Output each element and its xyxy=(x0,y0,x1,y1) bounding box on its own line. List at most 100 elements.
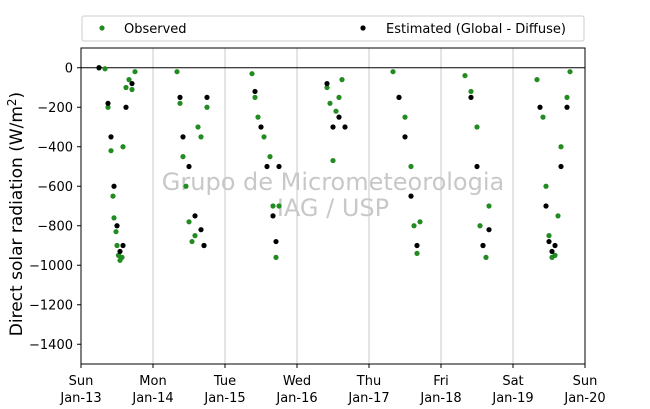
estimated-point xyxy=(177,94,183,100)
estimated-point xyxy=(342,124,348,130)
estimated-point xyxy=(552,242,558,249)
observed-point xyxy=(552,252,558,258)
observed-point xyxy=(252,94,258,100)
y-tick-label: −1000 xyxy=(29,259,73,274)
estimated-point xyxy=(120,242,126,249)
observed-point xyxy=(555,213,561,219)
observed-point xyxy=(483,254,489,260)
x-tick-date-label: Jan-14 xyxy=(131,391,173,406)
observed-point xyxy=(270,203,276,209)
estimated-point xyxy=(192,213,198,219)
y-axis-label-close: ) xyxy=(7,92,27,99)
observed-point xyxy=(486,203,492,209)
observed-point xyxy=(468,88,474,95)
estimated-point xyxy=(270,213,276,219)
legend-label-observed: Observed xyxy=(124,22,187,37)
observed-point xyxy=(192,233,198,239)
x-tick-day-label: Fri xyxy=(433,374,449,389)
estimated-point xyxy=(324,80,330,87)
observed-point xyxy=(333,108,339,114)
x-tick-day-label: Thu xyxy=(356,374,381,389)
observed-point xyxy=(102,66,108,72)
observed-point xyxy=(324,84,330,91)
x-tick-date-label: Jan-20 xyxy=(563,391,605,406)
x-tick-day-label: Sun xyxy=(69,374,94,389)
watermark-line-2: IAG / USP xyxy=(277,194,389,222)
observed-point xyxy=(186,219,192,225)
observed-point xyxy=(546,233,552,239)
estimated-point xyxy=(558,163,564,170)
estimated-point xyxy=(123,104,129,110)
observed-point xyxy=(119,254,125,260)
x-tick-date-label: Jan-16 xyxy=(275,391,317,406)
observed-point xyxy=(126,77,132,83)
legend-marker-observed xyxy=(99,25,105,31)
observed-point xyxy=(108,148,114,154)
observed-point xyxy=(558,144,564,150)
x-tick-day-label: Sat xyxy=(502,374,523,389)
y-tick-label: −1400 xyxy=(29,338,73,353)
estimated-point xyxy=(549,248,555,255)
legend-label-estimated: Estimated (Global - Diffuse) xyxy=(386,22,566,37)
estimated-point xyxy=(114,223,120,229)
y-tick-label: −1200 xyxy=(29,298,73,313)
observed-point xyxy=(564,94,570,100)
y-tick-label: −400 xyxy=(37,140,73,155)
observed-point xyxy=(408,163,414,170)
x-tick-day-label: Tue xyxy=(213,374,236,389)
y-axis-label-main: Direct solar radiation (W/m xyxy=(7,106,27,336)
estimated-point xyxy=(546,238,552,245)
estimated-point xyxy=(204,94,210,100)
x-axis-ticks: Sun Jan-13 Mon Jan-14 Tue Jan-15 Wed Jan-16 Thu J… xyxy=(59,364,606,406)
estimated-point xyxy=(543,203,549,209)
estimated-point xyxy=(336,114,342,120)
y-axis-ticks: 0 −200 −400 −600 −800 −1000 −1200 −1400 xyxy=(29,61,81,353)
estimated-point xyxy=(201,242,207,249)
observed-point xyxy=(336,94,342,100)
estimated-point xyxy=(402,134,408,140)
x-tick-date-label: Jan-17 xyxy=(347,391,389,406)
estimated-point xyxy=(330,124,336,130)
estimated-point xyxy=(474,163,480,170)
observed-point xyxy=(105,104,111,110)
observed-point xyxy=(198,134,204,140)
observed-point xyxy=(417,219,423,225)
observed-point xyxy=(330,157,336,164)
legend-marker-estimated xyxy=(360,25,366,31)
y-axis-label: Direct solar radiation (W/m2) xyxy=(5,92,27,336)
observed-point xyxy=(567,69,573,75)
plot-frame xyxy=(80,47,586,365)
estimated-point xyxy=(264,163,270,170)
data-points xyxy=(96,65,573,263)
observed-point xyxy=(113,229,119,235)
observed-point xyxy=(180,154,186,160)
observed-point xyxy=(189,238,195,245)
x-tick-day-label: Sun xyxy=(573,374,598,389)
estimated-point xyxy=(396,94,402,100)
observed-point xyxy=(414,250,420,256)
observed-point xyxy=(177,100,183,106)
observed-point xyxy=(111,215,117,221)
estimated-point xyxy=(258,124,264,130)
observed-point xyxy=(540,114,546,120)
x-tick-date-label: Jan-13 xyxy=(59,391,101,406)
x-tick-day-label: Wed xyxy=(283,374,311,389)
estimated-point xyxy=(180,134,186,140)
estimated-point xyxy=(117,248,123,255)
observed-point xyxy=(120,144,126,150)
observed-point xyxy=(276,203,282,209)
observed-point xyxy=(543,183,549,189)
observed-point xyxy=(339,77,345,83)
estimated-point xyxy=(537,104,543,110)
observed-point xyxy=(174,69,180,75)
observed-point xyxy=(183,183,189,189)
observed-point xyxy=(129,86,135,93)
estimated-point xyxy=(276,163,282,170)
legend: Observed Estimated (Global - Diffuse) xyxy=(81,15,585,42)
x-grid-lines xyxy=(152,48,514,364)
watermark-line-1: Grupo de Micrometeorologia xyxy=(162,168,504,196)
watermark: Grupo de Micrometeorologia IAG / USP xyxy=(162,168,504,222)
observed-point xyxy=(267,154,273,160)
estimated-point xyxy=(96,65,102,71)
